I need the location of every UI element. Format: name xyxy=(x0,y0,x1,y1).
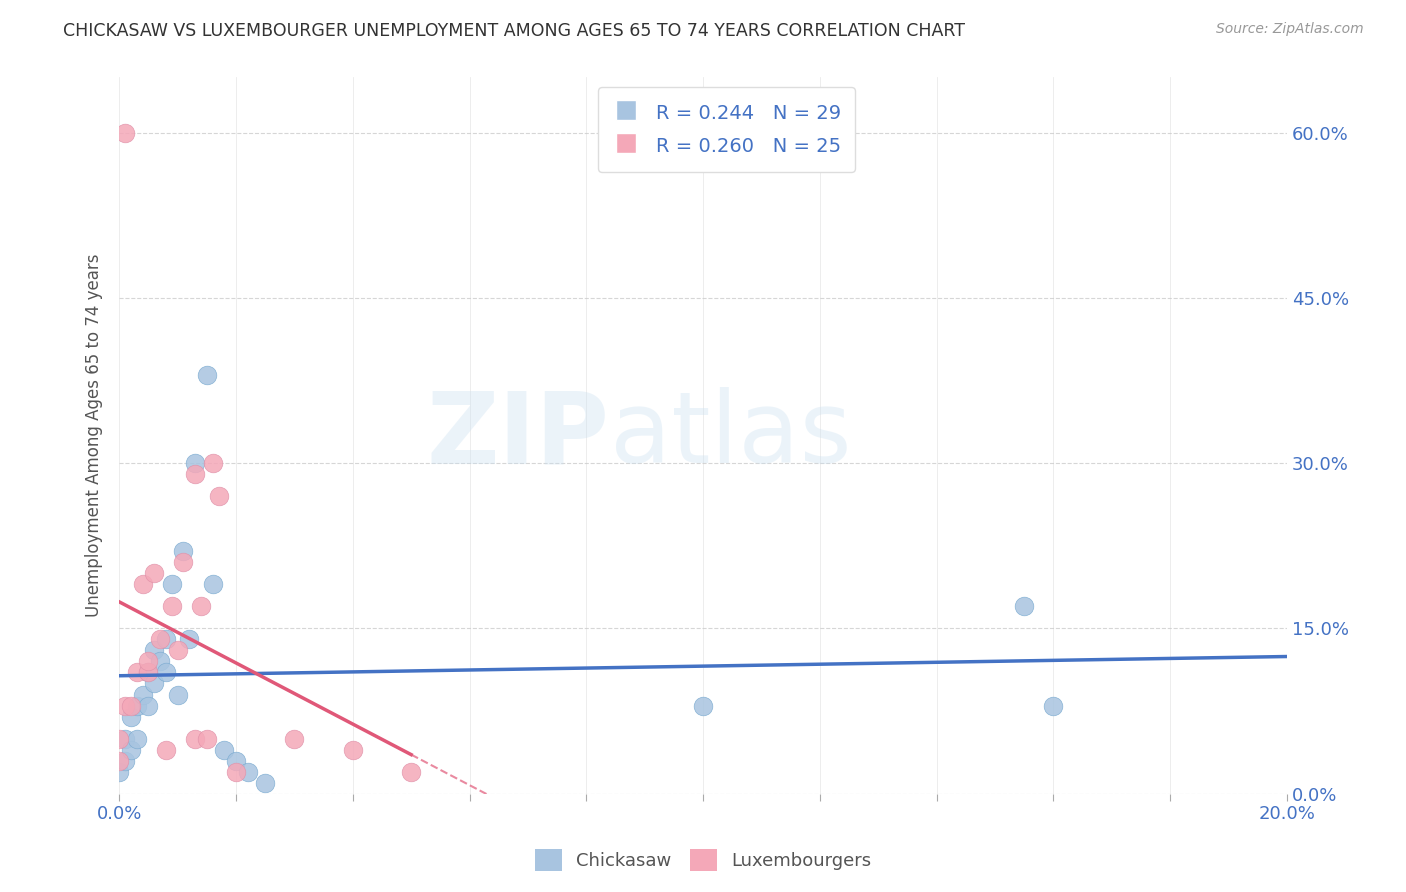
Point xyxy=(125,731,148,746)
Point xyxy=(225,764,247,779)
Point xyxy=(138,665,160,680)
Point xyxy=(283,731,305,746)
Point xyxy=(155,742,177,756)
Point xyxy=(108,754,131,768)
Legend: R = 0.244   N = 29, R = 0.260   N = 25: R = 0.244 N = 29, R = 0.260 N = 25 xyxy=(598,87,855,171)
Point xyxy=(138,698,160,713)
Point xyxy=(143,676,166,690)
Point xyxy=(1042,698,1064,713)
Point xyxy=(155,665,177,680)
Point xyxy=(173,544,195,558)
Point xyxy=(236,764,259,779)
Point xyxy=(201,577,224,591)
Point xyxy=(108,731,131,746)
Point xyxy=(125,698,148,713)
Point xyxy=(207,489,229,503)
Point xyxy=(173,555,195,569)
Point xyxy=(179,632,201,647)
Point xyxy=(120,709,142,723)
Point xyxy=(143,643,166,657)
Legend: Chickasaw, Luxembourgers: Chickasaw, Luxembourgers xyxy=(527,842,879,879)
Point xyxy=(114,754,136,768)
Point xyxy=(184,731,207,746)
Text: Source: ZipAtlas.com: Source: ZipAtlas.com xyxy=(1216,22,1364,37)
Point xyxy=(120,698,142,713)
Point xyxy=(184,456,207,470)
Point xyxy=(114,698,136,713)
Point xyxy=(149,655,172,669)
Y-axis label: Unemployment Among Ages 65 to 74 years: Unemployment Among Ages 65 to 74 years xyxy=(86,254,103,617)
Point xyxy=(108,764,131,779)
Point xyxy=(195,731,218,746)
Point xyxy=(166,688,188,702)
Point xyxy=(254,775,277,789)
Point xyxy=(399,764,422,779)
Point xyxy=(149,632,172,647)
Point xyxy=(143,566,166,581)
Point xyxy=(184,467,207,482)
Point xyxy=(201,456,224,470)
Point xyxy=(155,632,177,647)
Point xyxy=(138,665,160,680)
Point xyxy=(114,731,136,746)
Point xyxy=(125,665,148,680)
Point xyxy=(138,655,160,669)
Text: ZIP: ZIP xyxy=(427,387,610,484)
Point xyxy=(131,688,153,702)
Text: atlas: atlas xyxy=(610,387,851,484)
Point xyxy=(225,754,247,768)
Point xyxy=(166,643,188,657)
Point xyxy=(195,368,218,382)
Point xyxy=(160,577,183,591)
Point xyxy=(692,698,714,713)
Point xyxy=(1012,599,1035,614)
Point xyxy=(214,742,236,756)
Text: CHICKASAW VS LUXEMBOURGER UNEMPLOYMENT AMONG AGES 65 TO 74 YEARS CORRELATION CHA: CHICKASAW VS LUXEMBOURGER UNEMPLOYMENT A… xyxy=(63,22,966,40)
Point xyxy=(160,599,183,614)
Point xyxy=(342,742,364,756)
Point xyxy=(114,126,136,140)
Point xyxy=(190,599,212,614)
Point xyxy=(131,577,153,591)
Point xyxy=(120,742,142,756)
